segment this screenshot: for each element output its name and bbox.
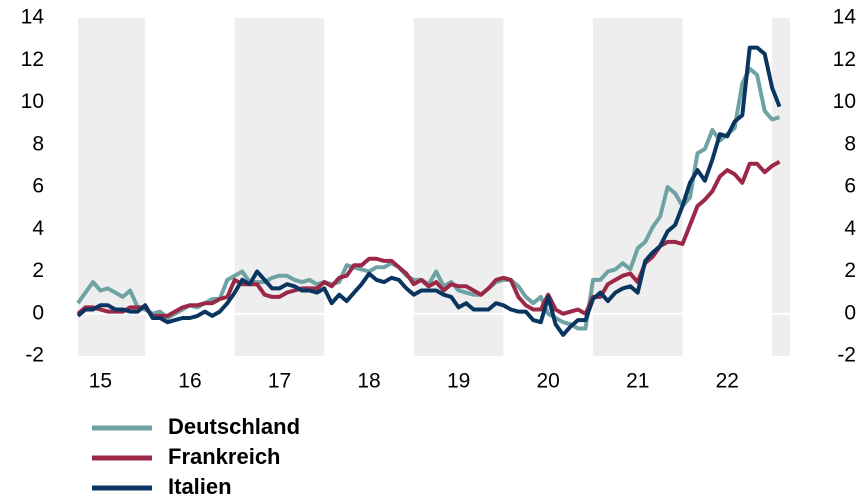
- y2-tick-label: 6: [844, 175, 856, 198]
- x-tick-label: 15: [89, 370, 112, 393]
- y-tick-label: 4: [32, 217, 44, 240]
- legend-label: Italien: [168, 474, 232, 499]
- shaded-band: [413, 18, 504, 356]
- y2-tick-label: 4: [844, 217, 856, 240]
- y2-tick-label: 8: [844, 132, 856, 155]
- x-tick-label: 21: [626, 370, 649, 393]
- y2-tick-label: 10: [833, 90, 856, 113]
- x-tick-label: 17: [268, 370, 291, 393]
- y-tick-label: 0: [32, 301, 44, 324]
- series-line: [76, 45, 782, 337]
- x-tick-label: 19: [447, 370, 470, 393]
- y2-tick-label: 12: [833, 48, 856, 71]
- y-tick-label: 6: [32, 175, 44, 198]
- y2-tick-label: 2: [844, 259, 856, 282]
- x-tick-label: 16: [178, 370, 201, 393]
- y-tick-label: -2: [25, 344, 44, 367]
- x-tick-label: 18: [357, 370, 380, 393]
- y2-tick-label: 14: [833, 6, 857, 29]
- x-tick-label: 22: [716, 370, 739, 393]
- legend-label: Deutschland: [168, 414, 300, 439]
- shaded-band: [772, 18, 790, 356]
- shaded-band: [234, 18, 325, 356]
- y-tick-label: 10: [21, 90, 44, 113]
- y-tick-label: 12: [21, 48, 44, 71]
- legend-label: Frankreich: [168, 444, 281, 469]
- y-tick-label: 14: [21, 6, 45, 29]
- y2-tick-label: 0: [844, 301, 856, 324]
- y-tick-label: 8: [32, 132, 44, 155]
- y2-tick-label: -2: [837, 344, 856, 367]
- y-tick-label: 2: [32, 259, 44, 282]
- x-tick-label: 20: [537, 370, 560, 393]
